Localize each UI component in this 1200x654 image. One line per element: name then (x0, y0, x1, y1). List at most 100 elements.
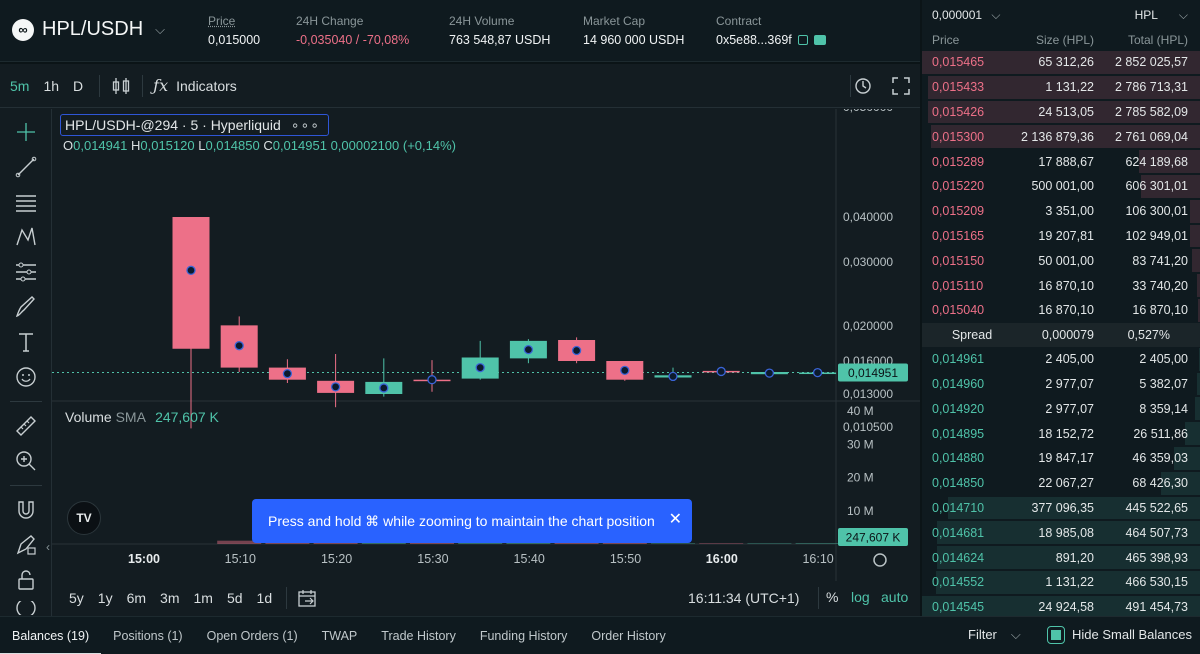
range-3m[interactable]: 3m (160, 590, 180, 606)
tradingview-logo[interactable]: TV (67, 501, 101, 535)
pattern-icon[interactable] (13, 224, 39, 250)
text-icon[interactable] (13, 329, 39, 355)
candle-style-icon[interactable] (110, 75, 132, 97)
range-1y[interactable]: 1y (97, 590, 113, 606)
zoom-in-icon[interactable] (13, 448, 39, 474)
ask-row[interactable]: 0,015209 3 351,00 106 300,01 (922, 199, 1200, 224)
trend-line-icon[interactable] (13, 154, 39, 180)
fib-retracement-icon[interactable] (13, 189, 39, 215)
book-price: 0,014624 (932, 550, 985, 565)
ruler-icon[interactable] (13, 413, 39, 439)
trade-marker (620, 365, 630, 376)
tab-funding-history[interactable]: Funding History (479, 628, 568, 643)
indicators-button[interactable]: ƒx Indicators (153, 76, 237, 95)
ask-row[interactable]: 0,015165 19 207,81 102 949,01 (922, 224, 1200, 249)
close-icon[interactable]: ✕ (668, 511, 682, 528)
tab-balances[interactable]: Balances (19) (0, 617, 102, 654)
brush-icon[interactable] (13, 294, 39, 320)
pair-selector[interactable]: ∞ HPL/USDH ⌵ (12, 18, 165, 41)
book-total: 2 786 713,31 (1115, 80, 1188, 95)
time-tick-label: 15:30 (417, 552, 448, 566)
magnet-icon[interactable] (13, 497, 39, 523)
fullscreen-icon[interactable] (891, 76, 911, 101)
range-1m[interactable]: 1m (193, 590, 213, 606)
timeframe-1h[interactable]: 1h (43, 77, 60, 94)
collapse-toolbar-icon[interactable]: ‹ (46, 540, 50, 554)
eye-icon[interactable] (13, 601, 39, 615)
bid-row[interactable]: 0,014552 1 131,22 466 530,15 (922, 570, 1200, 595)
trade-marker (427, 375, 437, 385)
pair-name: HPL/USDH (42, 18, 144, 40)
bid-row[interactable]: 0,014960 2 977,07 5 382,07 (922, 372, 1200, 397)
tab-twap[interactable]: TWAP (321, 628, 358, 643)
range-5y[interactable]: 5y (69, 590, 84, 606)
change-label: 24H Change (296, 14, 364, 28)
book-total: 2 785 582,09 (1115, 104, 1188, 119)
wallet-icon[interactable] (813, 35, 826, 45)
bid-row[interactable]: 0,014624 891,20 465 398,93 (922, 545, 1200, 570)
tick-size-select[interactable]: 0,000001 ⌵ (932, 8, 1001, 23)
ask-row[interactable]: 0,015110 16 870,10 33 740,20 (922, 273, 1200, 298)
volume-bar (602, 543, 647, 544)
volume-tag-label: 247,607 K (846, 531, 901, 545)
tab-order-history[interactable]: Order History (591, 628, 666, 643)
percent-toggle[interactable]: % (826, 589, 839, 605)
tab-open-orders[interactable]: Open Orders (1) (206, 628, 298, 643)
book-total: 445 522,65 (1125, 500, 1188, 515)
tab-trade-history[interactable]: Trade History (381, 628, 456, 643)
tab-positions[interactable]: Positions (1) (113, 628, 183, 643)
settings-gear-icon[interactable] (873, 553, 887, 567)
book-price: 0,015300 (932, 129, 985, 144)
crosshair-icon[interactable] (13, 119, 39, 145)
prediction-icon[interactable] (13, 259, 39, 285)
ask-row[interactable]: 0,015465 65 312,26 2 852 025,57 (922, 50, 1200, 75)
auto-toggle[interactable]: auto (881, 589, 909, 605)
emoji-icon[interactable] (13, 364, 39, 390)
lock-drawing-icon[interactable] (13, 532, 39, 558)
change-value: -0,035040 / -70,08% (296, 33, 410, 47)
range-6m[interactable]: 6m (126, 590, 147, 606)
date-range-icon[interactable] (297, 588, 317, 608)
bid-row[interactable]: 0,014961 2 405,00 2 405,00 (922, 347, 1200, 372)
replay-icon[interactable] (853, 76, 873, 101)
timeframe-5m[interactable]: 5m (10, 77, 30, 94)
ask-row[interactable]: 0,015300 2 136 879,36 2 761 069,04 (922, 124, 1200, 149)
ask-row[interactable]: 0,015433 1 131,22 2 786 713,31 (922, 75, 1200, 100)
filter-dropdown[interactable]: Filter ⌵ (968, 627, 1021, 643)
divider (10, 401, 42, 402)
volume-bar (458, 542, 503, 544)
ask-row[interactable]: 0,015150 50 001,00 83 741,20 (922, 248, 1200, 273)
log-toggle[interactable]: log (851, 589, 870, 605)
chart-area[interactable]: 0,040000 0,030000 0,020000 0,016000 0,013000… (52, 109, 920, 616)
lock-icon[interactable] (13, 567, 39, 593)
ask-row[interactable]: 0,015426 24 513,05 2 785 582,09 (922, 100, 1200, 125)
ask-row[interactable]: 0,015040 16 870,10 16 870,10 (922, 298, 1200, 323)
chart-clock[interactable]: 16:11:34 (UTC+1) (688, 590, 800, 606)
bid-row[interactable]: 0,014681 18 985,08 464 507,73 (922, 520, 1200, 545)
col-size: Size (HPL) (1035, 33, 1094, 47)
book-size: 50 001,00 (1038, 253, 1094, 268)
bid-row[interactable]: 0,014880 19 847,17 46 359,03 (922, 446, 1200, 471)
more-options-icon[interactable]: ∘∘∘ (290, 116, 321, 133)
depth-bar (1196, 274, 1200, 297)
bid-row[interactable]: 0,014545 24 924,58 491 454,73 (922, 595, 1200, 620)
chart-legend[interactable]: HPL/USDH-@294 · 5 · Hyperliquid ∘∘∘ (60, 114, 330, 136)
book-total: 466 530,15 (1125, 575, 1188, 590)
low-value: 0,014850 (205, 138, 260, 153)
bid-row[interactable]: 0,014895 18 152,72 26 511,86 (922, 421, 1200, 446)
asset-select[interactable]: HPL ⌵ (1135, 8, 1188, 23)
contract-row: 0x5e88...369f (716, 33, 826, 47)
hide-small-label[interactable]: Hide Small Balances (1072, 627, 1192, 642)
ask-row[interactable]: 0,015289 17 888,67 624 189,68 (922, 149, 1200, 174)
bid-row[interactable]: 0,014710 377 096,35 445 522,65 (922, 496, 1200, 521)
contract-address[interactable]: 0x5e88...369f (716, 33, 792, 47)
bid-row[interactable]: 0,014850 22 067,27 68 426,30 (922, 471, 1200, 496)
hide-small-checkbox[interactable] (1047, 626, 1065, 644)
range-5d[interactable]: 5d (226, 590, 243, 606)
last-price-tag (838, 363, 908, 382)
ask-row[interactable]: 0,015220 500 001,00 606 301,01 (922, 174, 1200, 199)
timeframe-d[interactable]: D (73, 77, 84, 94)
bid-row[interactable]: 0,014920 2 977,07 8 359,14 (922, 396, 1200, 421)
range-1d[interactable]: 1d (256, 590, 273, 606)
external-link-icon[interactable] (797, 35, 808, 45)
